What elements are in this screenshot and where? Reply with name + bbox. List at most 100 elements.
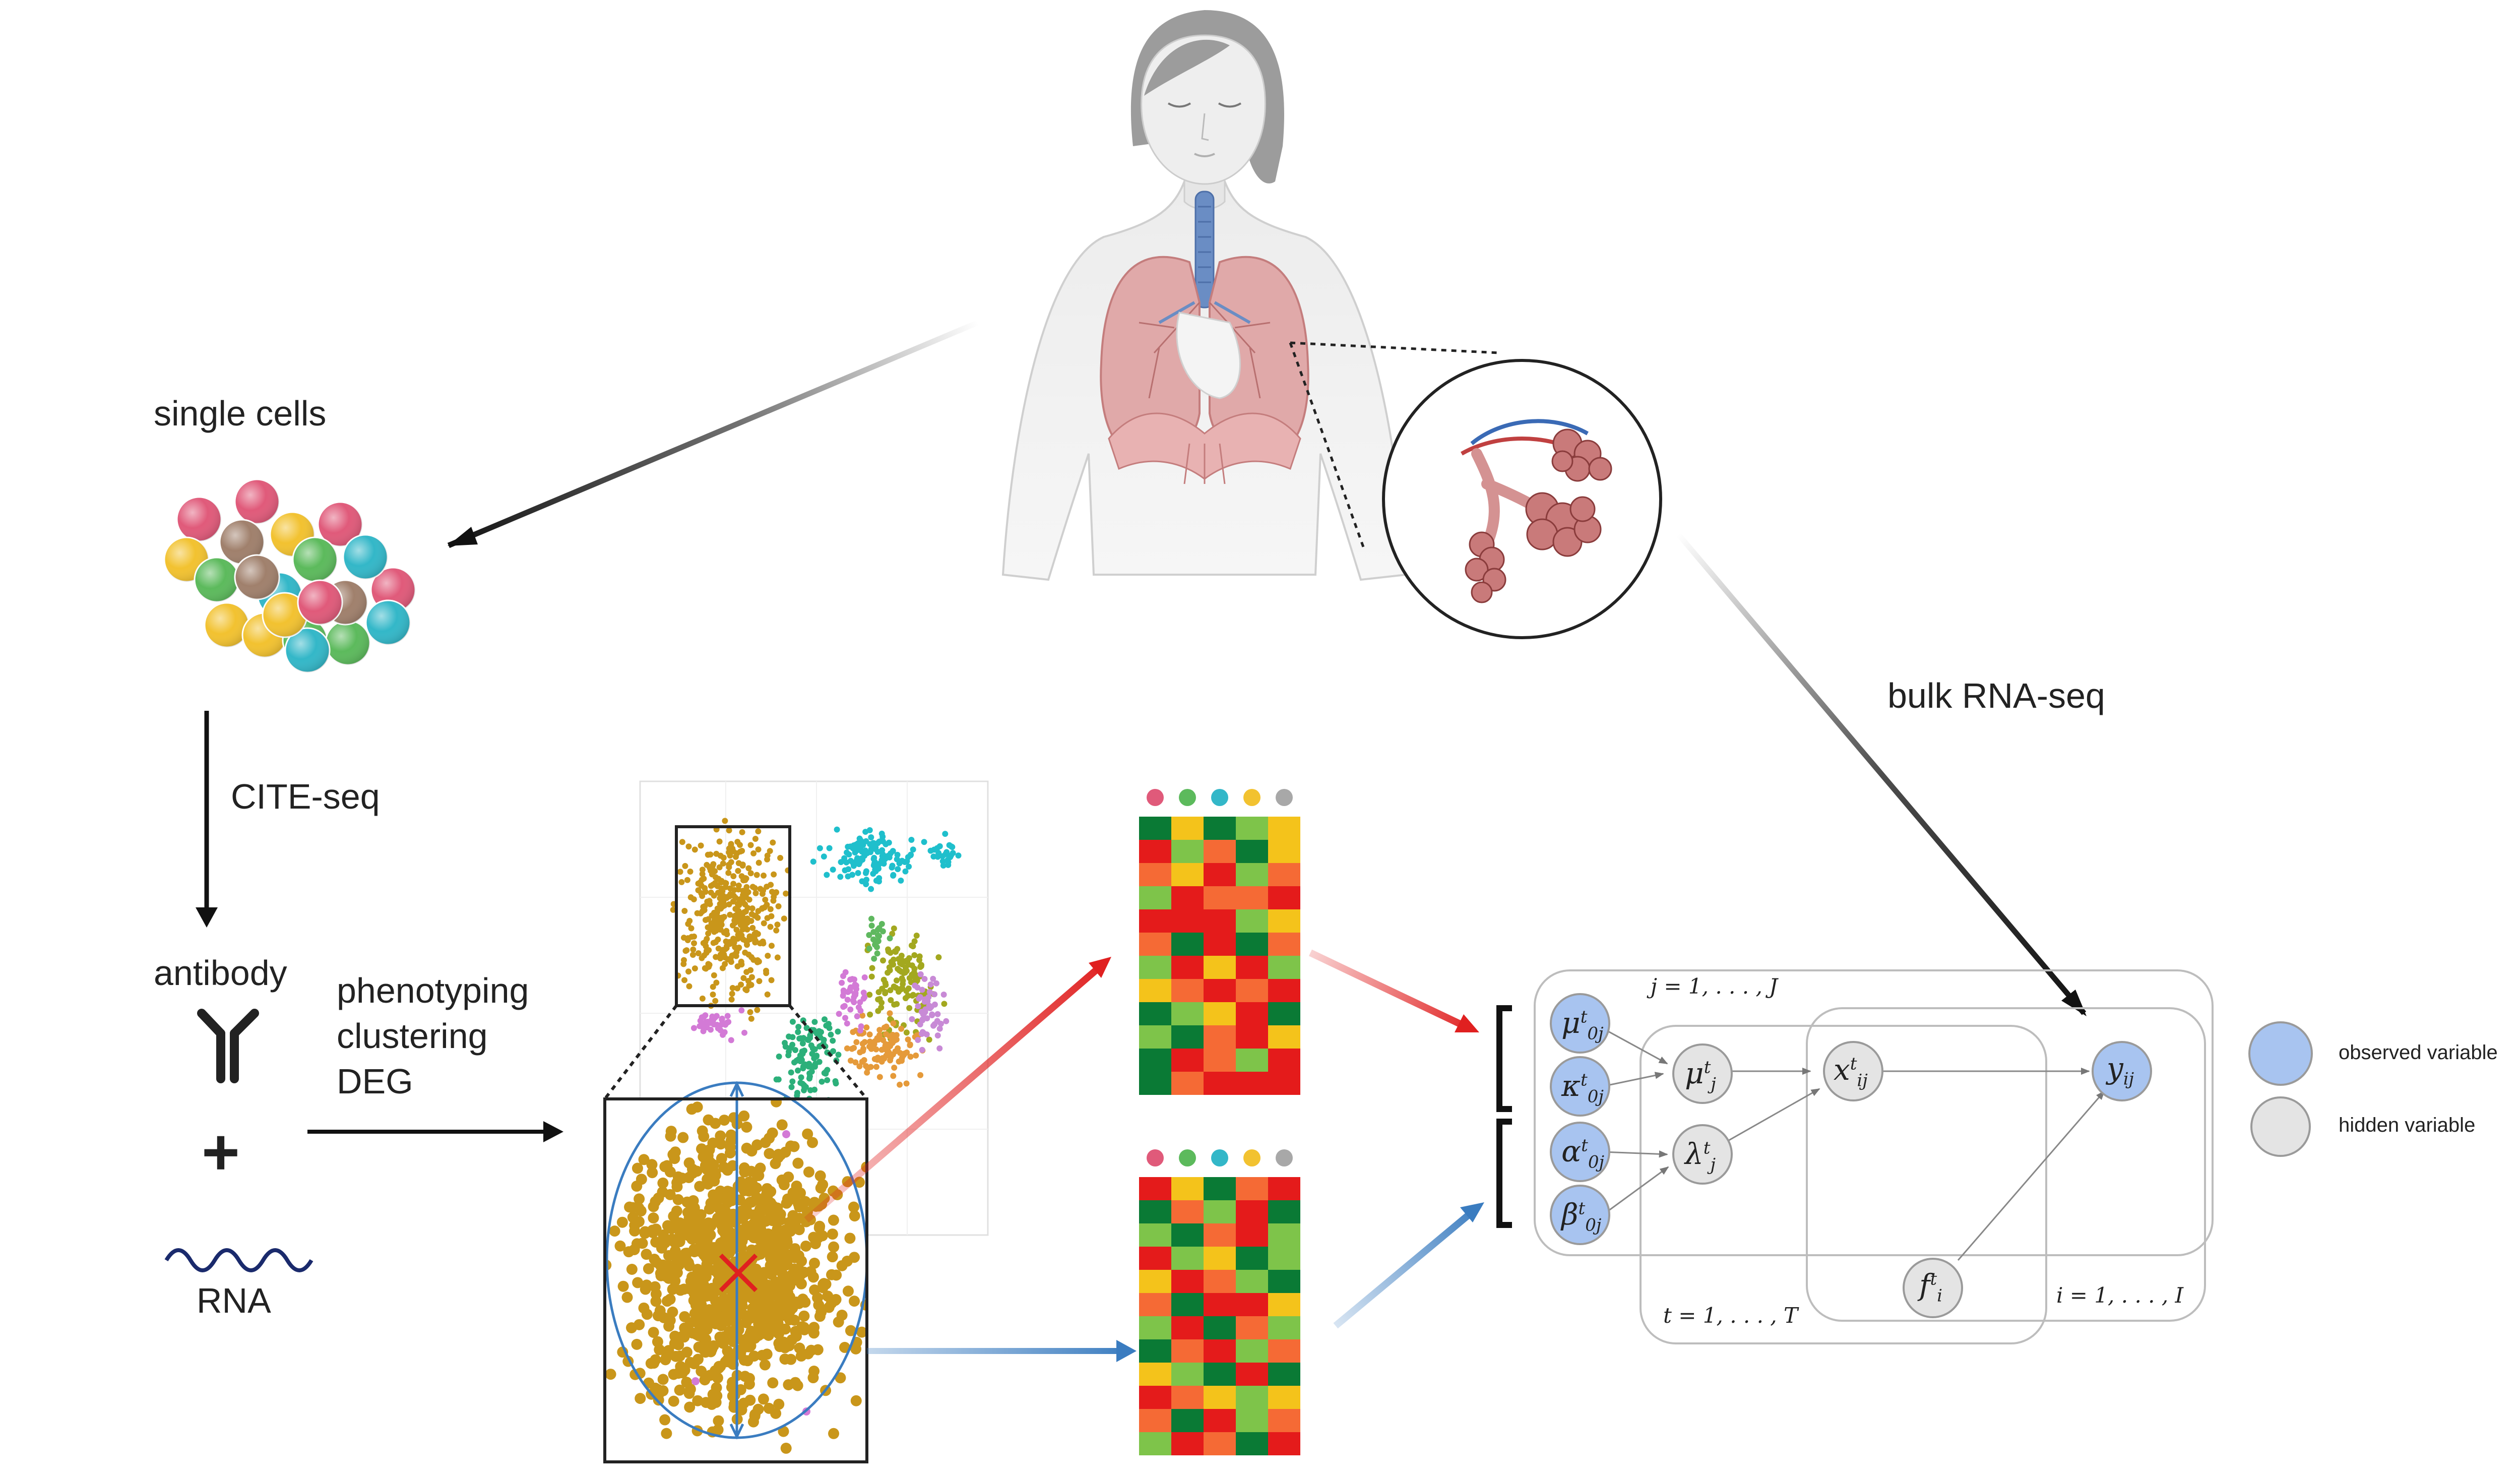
tsne-point: [935, 954, 942, 961]
heatmap-cell: [1268, 933, 1300, 956]
tsne-point: [940, 992, 947, 998]
zoom-point: [785, 1354, 797, 1365]
heatmap-cell: [1236, 1049, 1268, 1072]
heatmap-top: [1139, 789, 1300, 1095]
node-lambda: [1672, 1124, 1733, 1185]
heatmap-cell: [1268, 956, 1300, 979]
cell-sphere-shade: [298, 580, 342, 625]
zoom-point: [647, 1167, 658, 1179]
tsne-point: [747, 1009, 753, 1015]
zoom-point: [807, 1137, 818, 1148]
tsne-point: [890, 872, 897, 879]
tsne-point: [728, 859, 734, 866]
tsne-point: [691, 940, 698, 947]
heatmap-cell: [1171, 1432, 1204, 1455]
tsne-point: [894, 851, 901, 858]
zoom-point: [841, 1255, 853, 1267]
tsne-point: [715, 936, 721, 943]
heatmap-cell: [1171, 1200, 1204, 1223]
heatmap-column-dot: [1276, 1149, 1293, 1166]
tsne-point: [755, 859, 762, 866]
tsne-point: [878, 830, 885, 837]
zoom-point: [683, 1260, 695, 1272]
tsne-point: [691, 965, 698, 972]
zoom-point: [663, 1260, 675, 1271]
tsne-point: [879, 838, 886, 844]
tsne-point: [913, 932, 920, 939]
tsne-point: [789, 1041, 796, 1048]
zoom-point: [704, 1144, 715, 1155]
tsne-point: [894, 856, 900, 863]
tsne-point: [697, 1018, 704, 1024]
zoom-point: [792, 1157, 804, 1169]
zoom-point: [814, 1220, 826, 1232]
zoom-point: [842, 1285, 854, 1297]
zoom-point: [686, 1271, 698, 1283]
tsne-point: [751, 885, 758, 891]
zoom-point: [762, 1243, 774, 1254]
zoom-point: [656, 1242, 667, 1254]
zoom-point: [835, 1372, 846, 1384]
zoom-point: [724, 1192, 735, 1203]
tsne-point: [906, 1005, 913, 1011]
heatmap-cell: [1204, 933, 1236, 956]
zoom-point: [667, 1306, 678, 1318]
zoom-point: [786, 1269, 798, 1281]
zoom-point: [849, 1210, 860, 1222]
tsne-point: [752, 890, 759, 896]
zoom-point: [800, 1240, 811, 1252]
tsne-point: [713, 954, 719, 960]
tsne-point: [765, 952, 771, 959]
zoom-point: [648, 1327, 659, 1338]
tsne-point: [854, 1013, 860, 1020]
zoom-point: [621, 1291, 633, 1303]
heatmap-cell: [1236, 840, 1268, 863]
tsne-point: [898, 1025, 905, 1032]
tsne-point: [930, 975, 936, 982]
tsne-point: [678, 879, 685, 885]
zoom-point: [741, 1142, 752, 1154]
zoom-point: [655, 1270, 667, 1281]
zoom-point: [701, 1164, 713, 1176]
tsne-point: [914, 977, 920, 984]
tsne-point: [934, 1032, 941, 1039]
tsne-point: [880, 976, 887, 983]
tsne-point: [834, 826, 840, 833]
tsne-point: [899, 1058, 905, 1064]
heatmap-column-dot: [1243, 789, 1261, 806]
zoom-point: [650, 1196, 661, 1207]
tsne-point: [710, 991, 716, 998]
zoom-point: [696, 1366, 707, 1377]
zoom-point: [626, 1264, 638, 1275]
tsne-point: [739, 914, 746, 920]
tsne-point: [911, 938, 918, 945]
zoom-point: [782, 1193, 793, 1205]
tsne-point: [723, 895, 730, 901]
tsne-point: [857, 1049, 863, 1056]
heatmap-cell: [1139, 933, 1171, 956]
tsne-point: [895, 866, 901, 873]
zoom-point: [629, 1225, 641, 1237]
zoom-point: [782, 1130, 790, 1138]
tsne-point: [902, 868, 909, 875]
tsne-point: [748, 1015, 754, 1022]
tsne-point: [900, 1052, 907, 1059]
tsne-point: [861, 1057, 867, 1063]
plate-i-label: i = 1, . . . , I: [2056, 1283, 2184, 1308]
zoom-point: [844, 1233, 856, 1244]
tsne-point: [875, 1036, 881, 1043]
zoom-point: [788, 1141, 800, 1152]
node-lambda-label: λtj: [1685, 1137, 1716, 1175]
node-f: [1903, 1258, 1963, 1318]
zoom-point: [714, 1331, 726, 1343]
zoom-point: [776, 1119, 788, 1131]
tsne-point: [791, 1059, 798, 1066]
tsne-point: [869, 965, 875, 971]
heatmap-cell: [1204, 1409, 1236, 1432]
tsne-point: [867, 1011, 873, 1018]
heatmap-cell: [1171, 817, 1204, 840]
zoom-point: [850, 1343, 862, 1355]
heatmap-cell: [1139, 1339, 1171, 1363]
tsne-point: [861, 974, 868, 980]
tsne-point: [695, 950, 702, 956]
